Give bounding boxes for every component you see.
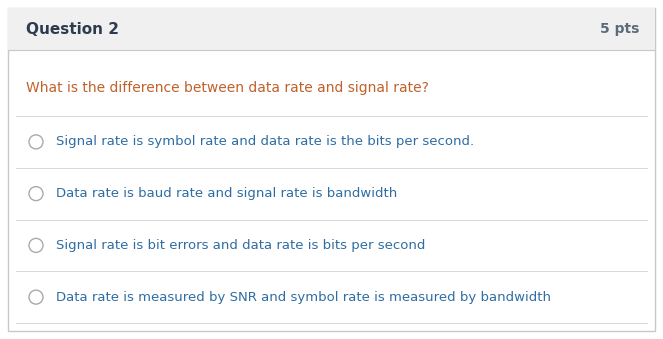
Text: Question 2: Question 2	[26, 21, 119, 37]
Text: 5 pts: 5 pts	[599, 22, 639, 36]
Text: Data rate is measured by SNR and symbol rate is measured by bandwidth: Data rate is measured by SNR and symbol …	[56, 291, 551, 304]
Text: Signal rate is bit errors and data rate is bits per second: Signal rate is bit errors and data rate …	[56, 239, 426, 252]
Text: What is the difference between data rate and signal rate?: What is the difference between data rate…	[26, 81, 429, 95]
Text: Signal rate is symbol rate and data rate is the bits per second.: Signal rate is symbol rate and data rate…	[56, 135, 474, 148]
FancyBboxPatch shape	[8, 8, 655, 331]
Text: Data rate is baud rate and signal rate is bandwidth: Data rate is baud rate and signal rate i…	[56, 187, 397, 200]
FancyBboxPatch shape	[8, 8, 655, 50]
